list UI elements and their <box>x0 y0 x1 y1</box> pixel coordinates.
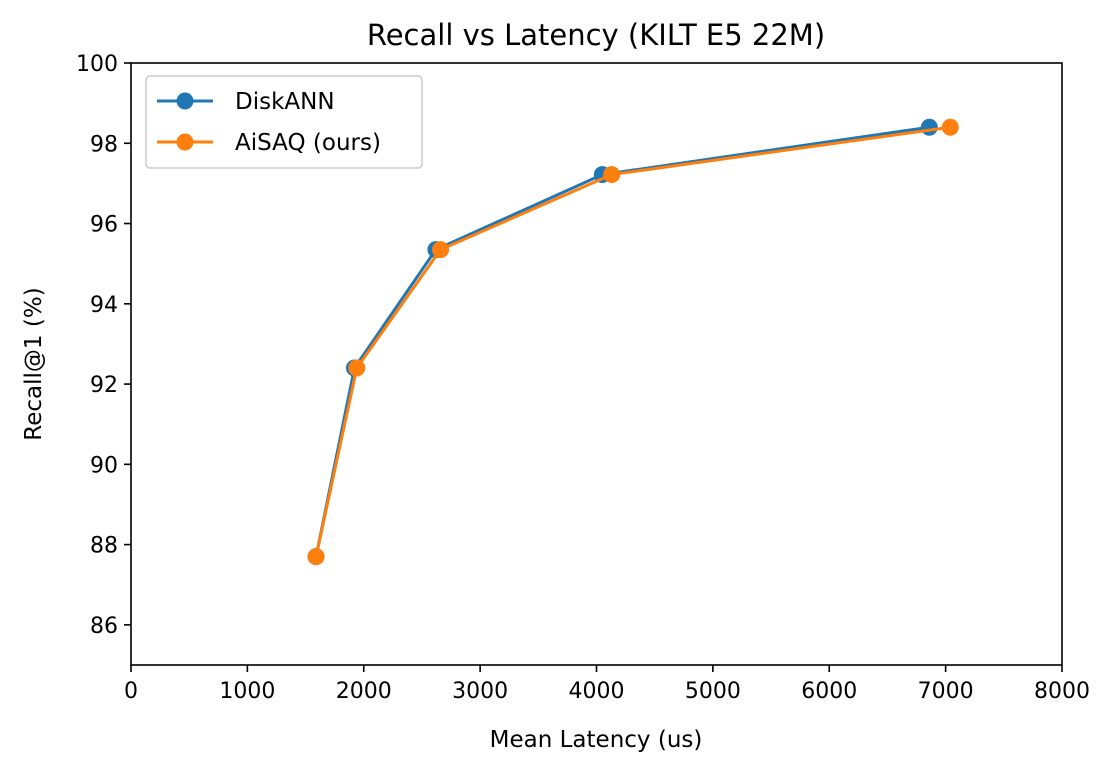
data-point-aisaq-ours <box>432 241 450 259</box>
x-axis: 0 1000 2000 3000 4000 5000 6000 7000 8000 <box>124 665 1090 704</box>
legend-label-aisaq-ours: AiSAQ (ours) <box>235 130 381 156</box>
y-tick-label: 86 <box>90 614 118 639</box>
x-tick-label: 5000 <box>685 679 741 704</box>
x-tick-label: 1000 <box>219 679 275 704</box>
y-tick-label: 96 <box>90 213 118 238</box>
data-point-aisaq-ours <box>307 548 325 566</box>
x-tick-label: 7000 <box>918 679 974 704</box>
legend-label-diskann: DiskANN <box>235 89 335 115</box>
y-tick-label: 88 <box>90 534 118 559</box>
data-point-aisaq-ours <box>603 166 621 184</box>
data-point-aisaq-ours <box>348 359 366 377</box>
x-tick-label: 3000 <box>452 679 508 704</box>
y-axis-label: Recall@1 (%) <box>21 287 47 440</box>
y-tick-label: 92 <box>90 373 118 398</box>
legend-box <box>145 75 423 169</box>
x-tick-label: 0 <box>124 679 138 704</box>
y-tick-label: 94 <box>90 293 118 318</box>
y-tick-label: 98 <box>90 132 118 157</box>
y-tick-label: 100 <box>76 52 118 77</box>
data-point-diskann <box>920 118 938 136</box>
data-point-aisaq-ours <box>941 118 959 136</box>
y-tick-label: 90 <box>90 453 118 478</box>
legend-marker-aisaq-ours <box>176 133 194 151</box>
x-axis-label: Mean Latency (us) <box>490 727 703 753</box>
y-axis: 86 88 90 92 94 96 98 100 <box>76 52 131 639</box>
chart-title: Recall vs Latency (KILT E5 22M) <box>367 18 825 52</box>
x-tick-label: 2000 <box>336 679 392 704</box>
x-tick-label: 6000 <box>801 679 857 704</box>
legend-marker-diskann <box>176 92 194 110</box>
plot-area <box>307 118 959 566</box>
legend: DiskANN AiSAQ (ours) <box>145 75 423 169</box>
x-tick-label: 4000 <box>569 679 625 704</box>
x-tick-label: 8000 <box>1034 679 1090 704</box>
